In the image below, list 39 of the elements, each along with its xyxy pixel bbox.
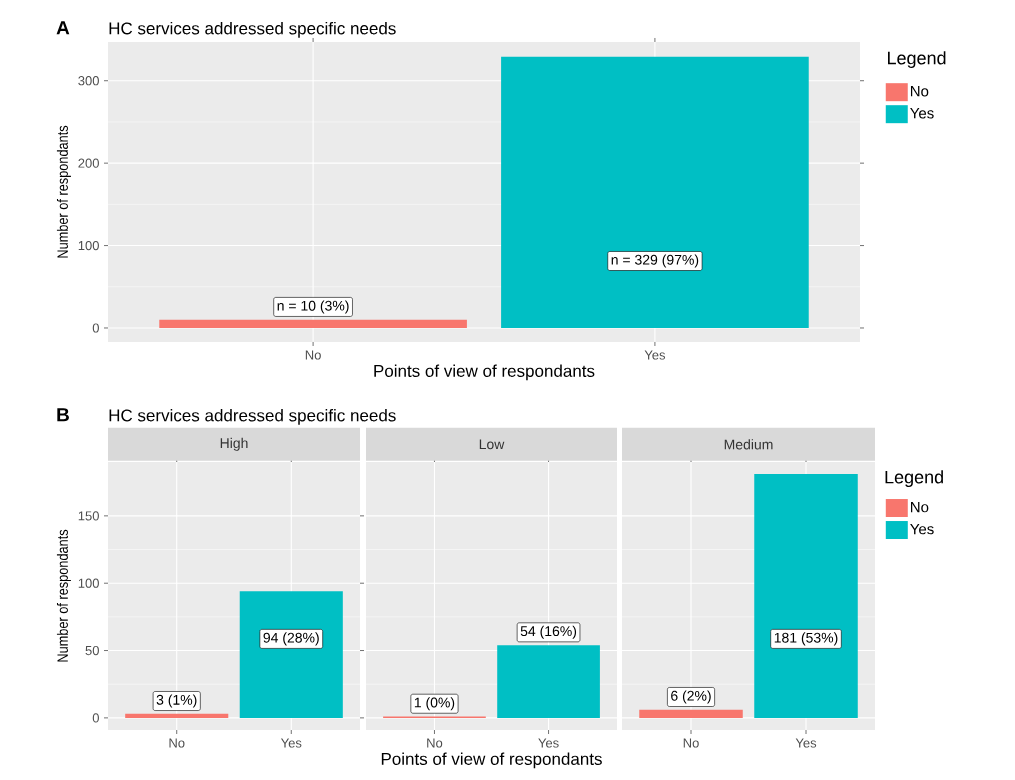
legend-title: Legend: [885, 470, 943, 488]
data-label: n = 329 (97%): [611, 254, 699, 268]
text: B: [57, 408, 69, 422]
legend-label: Yes: [910, 108, 934, 119]
x-axis-title: Points of view of respondants: [381, 752, 602, 769]
x-tick-label: Yes: [795, 738, 817, 748]
y-tick-label: 100: [78, 578, 99, 588]
x-tick-label: Yes: [280, 738, 302, 748]
y-tick-label: 200: [78, 158, 99, 168]
y-tick-label: 150: [78, 511, 99, 521]
chart-title: HC services addressed specific needs: [109, 21, 396, 38]
y-axis-title: Number of respondants: [56, 529, 71, 662]
data-label: n = 10 (3%): [277, 300, 349, 314]
y-axis-title: Number of respondants: [56, 125, 71, 258]
y-tick-label: 0: [92, 713, 99, 723]
x-tick-label: Yes: [538, 738, 559, 748]
data-label: 181 (53%): [774, 632, 838, 646]
data-label: 6 (2%): [671, 690, 711, 704]
y-tick-label: 0: [92, 323, 99, 333]
legend-label: No: [910, 86, 929, 97]
x-tick-label: No: [427, 738, 443, 748]
data-label: 54 (16%): [520, 625, 577, 639]
y-tick-label: 300: [78, 76, 99, 86]
data-label: 1 (0%): [414, 697, 455, 711]
chart-title: HC services addressed specific needs: [109, 408, 396, 425]
y-tick-label: 50: [85, 645, 99, 656]
y-tick-label: 100: [78, 240, 99, 251]
x-tick-label: No: [683, 738, 699, 748]
legend-title: Legend: [888, 51, 946, 68]
x-axis-title: Points of view of respondants: [374, 364, 595, 381]
chart-subtitle: High: [220, 437, 248, 451]
x-tick-label: No: [169, 738, 185, 748]
chart-subtitle: Medium: [724, 439, 773, 450]
text: A: [56, 21, 70, 35]
data-label: 3 (1%): [156, 694, 197, 708]
chart-subtitle: Low: [479, 439, 505, 450]
legend-label: No: [911, 501, 929, 513]
data-label: 94 (28%): [263, 632, 319, 646]
legend-label: Yes: [910, 523, 934, 535]
